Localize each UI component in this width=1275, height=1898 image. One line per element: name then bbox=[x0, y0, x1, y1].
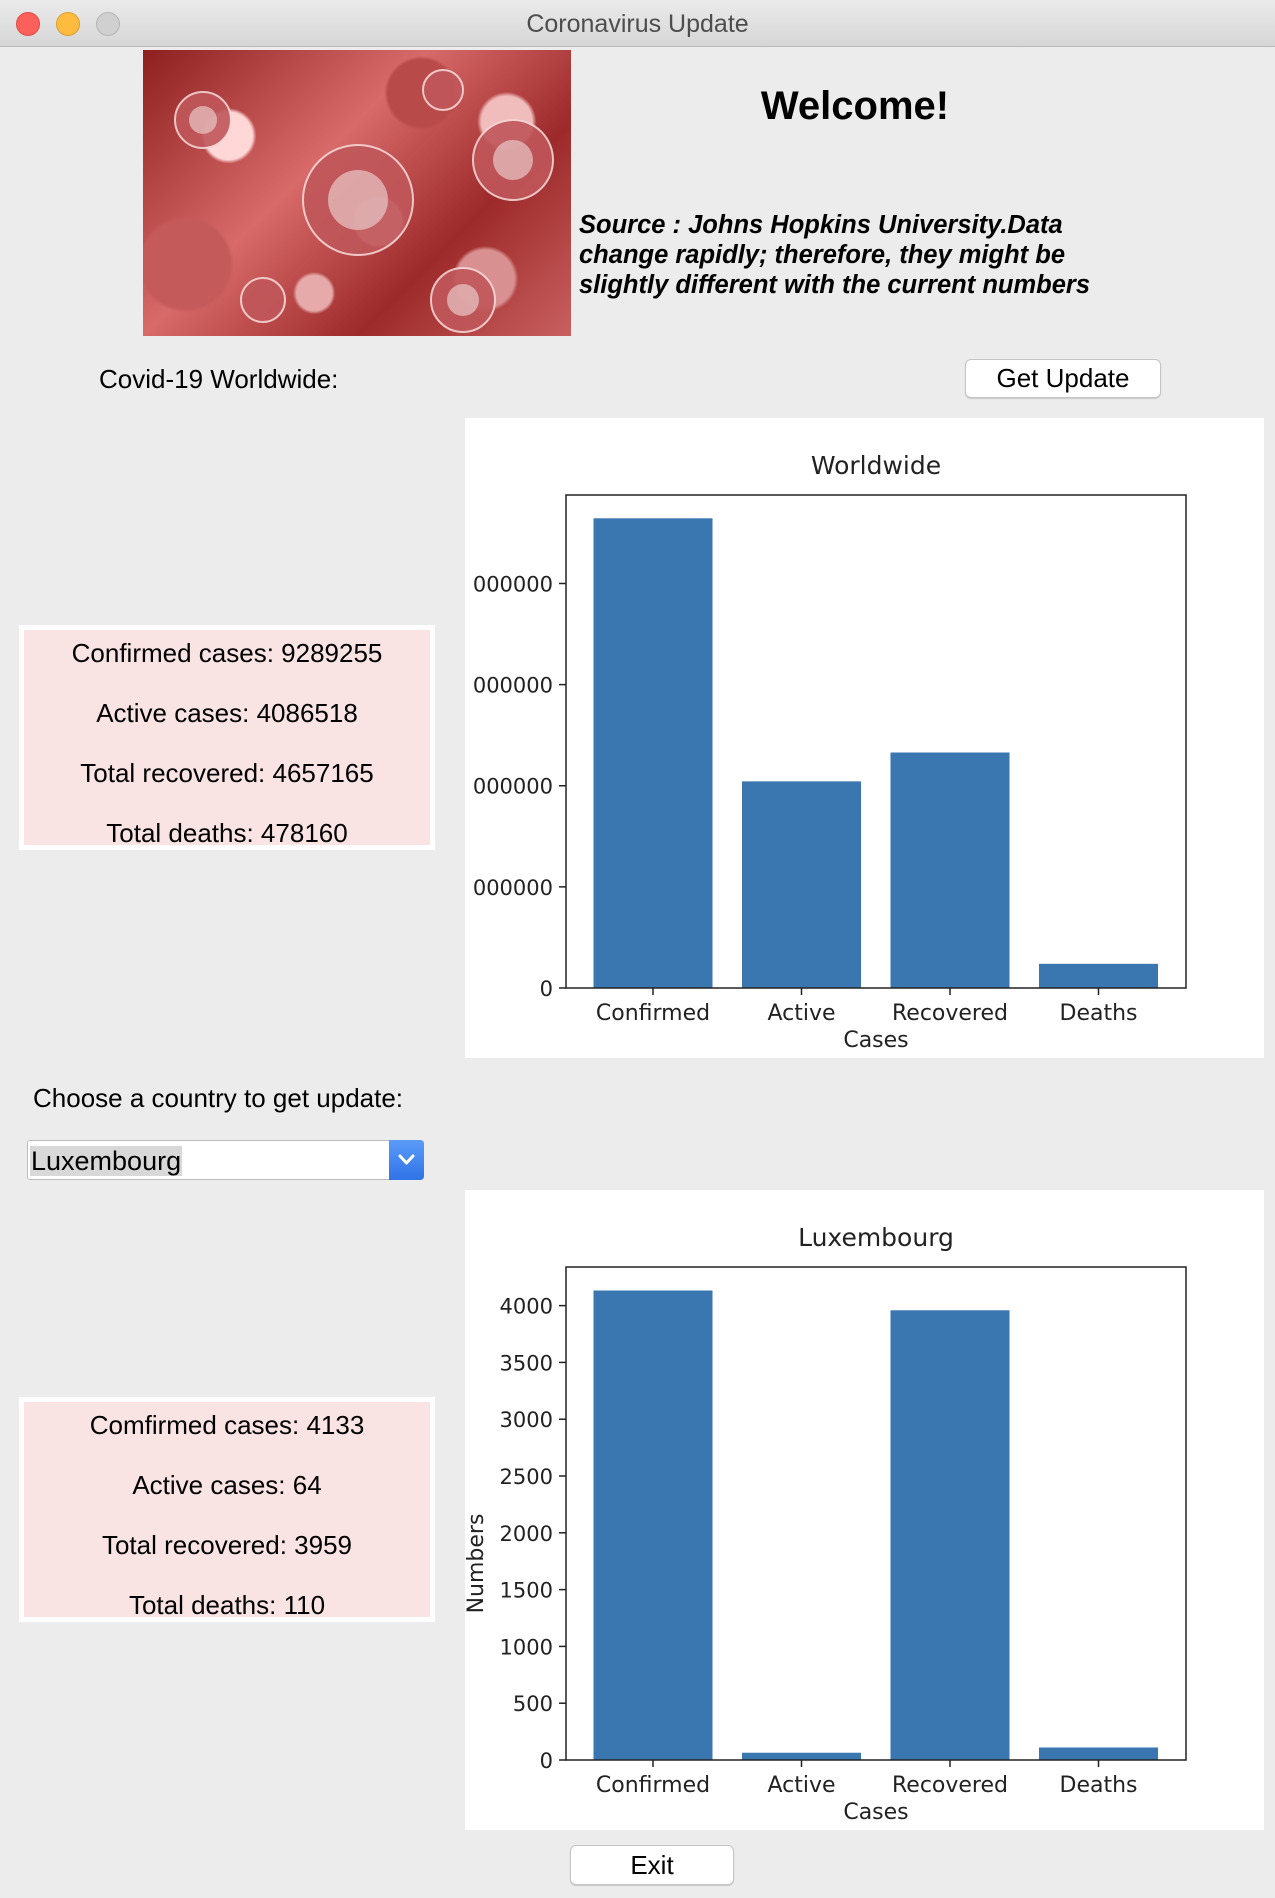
country-chart-ytick-label: 3000 bbox=[500, 1408, 553, 1432]
country-chart-ytick-label: 4000 bbox=[500, 1295, 553, 1319]
close-icon[interactable] bbox=[16, 12, 40, 36]
window-title: Coronavirus Update bbox=[526, 10, 749, 38]
country-chart-ytick-label: 0 bbox=[540, 1749, 553, 1773]
worldwide-chart-bar-recovered bbox=[890, 752, 1010, 988]
country-chart-xtick-label: Deaths bbox=[1060, 1773, 1138, 1798]
country-chart-panel: Luxembourg Confirmed Active Recovered Deaths… bbox=[465, 1190, 1264, 1830]
worldwide-chart-title: Worldwide bbox=[811, 451, 941, 480]
country-chart-ytick-label: 2000 bbox=[500, 1522, 553, 1546]
country-deaths: Total deaths: 110 bbox=[128, 1590, 326, 1620]
country-recovered: Total recovered: 3959 bbox=[101, 1530, 353, 1560]
worldwide-stats-box: Confirmed cases: 9289255 Active cases: 4… bbox=[19, 625, 435, 850]
worldwide-chart-bar-active bbox=[742, 781, 861, 988]
worldwide-chart-ytick-label: 000000 bbox=[473, 876, 553, 900]
source-note: Source : Johns Hopkins University.Data c… bbox=[579, 210, 1179, 300]
worldwide-confirmed: Confirmed cases: 9289255 bbox=[71, 638, 383, 668]
country-select[interactable]: Luxembourg bbox=[27, 1140, 424, 1180]
country-chart-ytick-label: 500 bbox=[513, 1692, 553, 1716]
worldwide-chart-axes-frame bbox=[565, 494, 1187, 989]
worldwide-chart-ytick-label: 000000 bbox=[473, 674, 553, 698]
source-line-3: slightly different with the current numb… bbox=[579, 271, 1091, 299]
worldwide-label: Covid-19 Worldwide: bbox=[99, 364, 339, 394]
worldwide-chart-bar-confirmed bbox=[593, 518, 713, 988]
country-chart-title: Luxembourg bbox=[798, 1223, 954, 1252]
country-chart-bar-deaths bbox=[1039, 1747, 1158, 1760]
title-bar: Coronavirus Update bbox=[0, 0, 1275, 47]
country-chart-ytick-label: 1000 bbox=[500, 1635, 553, 1659]
worldwide-chart-xlabel: Cases bbox=[843, 1028, 908, 1053]
country-chart-ytick-label: 1500 bbox=[500, 1579, 553, 1603]
minimize-icon[interactable] bbox=[56, 12, 80, 36]
worldwide-chart-panel: Worldwide Confirmed Active Recovered Deaths 0… bbox=[465, 418, 1264, 1058]
exit-button[interactable]: Exit bbox=[570, 1845, 734, 1885]
country-chart-xtick-label: Recovered bbox=[892, 1773, 1008, 1798]
country-chart-xlabel: Cases bbox=[843, 1800, 908, 1825]
country-chart: Luxembourg Confirmed Active Recovered Deaths… bbox=[465, 1223, 1187, 1825]
worldwide-recovered: Total recovered: 4657165 bbox=[80, 758, 374, 788]
get-update-button[interactable]: Get Update bbox=[965, 359, 1161, 398]
virus-image bbox=[143, 50, 571, 336]
country-label: Choose a country to get update: bbox=[33, 1083, 404, 1113]
source-line-1: Source : Johns Hopkins University.Data bbox=[579, 211, 1063, 239]
worldwide-chart-xtick-label: Confirmed bbox=[596, 1001, 710, 1026]
worldwide-chart-xtick-label: Deaths bbox=[1060, 1001, 1138, 1026]
worldwide-chart: Worldwide Confirmed Active Recovered Deaths 0… bbox=[473, 451, 1187, 1053]
country-chart-bar-confirmed bbox=[593, 1290, 713, 1760]
country-chart-xtick-label: Confirmed bbox=[596, 1773, 710, 1798]
worldwide-chart-ytick-label: 000000 bbox=[473, 572, 553, 596]
country-stats-box: Comfirmed cases: 4133 Active cases: 64 T… bbox=[19, 1397, 435, 1622]
worldwide-chart-ytick-label: 0 bbox=[540, 977, 553, 1001]
worldwide-chart-xtick-label: Active bbox=[767, 1001, 835, 1026]
worldwide-chart-ytick-label: 000000 bbox=[473, 775, 553, 799]
source-line-2: change rapidly; therefore, they might be bbox=[579, 241, 1066, 269]
worldwide-deaths: Total deaths: 478160 bbox=[106, 818, 348, 848]
country-chart-bar-recovered bbox=[890, 1310, 1010, 1760]
worldwide-chart-xtick-label: Recovered bbox=[892, 1001, 1008, 1026]
country-chart-ytick-label: 3500 bbox=[500, 1351, 553, 1375]
worldwide-active: Active cases: 4086518 bbox=[96, 698, 358, 728]
country-active: Active cases: 64 bbox=[132, 1470, 322, 1500]
country-chart-bar-active bbox=[742, 1752, 861, 1760]
country-chart-ytick-label: 2500 bbox=[500, 1465, 553, 1489]
country-confirmed: Comfirmed cases: 4133 bbox=[89, 1410, 365, 1440]
country-chart-axes-frame bbox=[565, 1266, 1187, 1761]
country-chart-xtick-label: Active bbox=[767, 1773, 835, 1798]
country-chart-ylabel: Numbers bbox=[465, 1514, 489, 1614]
welcome-heading: Welcome! bbox=[760, 84, 950, 128]
maximize-icon[interactable] bbox=[96, 12, 120, 36]
chevron-down-icon[interactable] bbox=[389, 1140, 424, 1180]
country-select-value: Luxembourg bbox=[30, 1146, 183, 1176]
worldwide-chart-bar-deaths bbox=[1039, 963, 1158, 988]
